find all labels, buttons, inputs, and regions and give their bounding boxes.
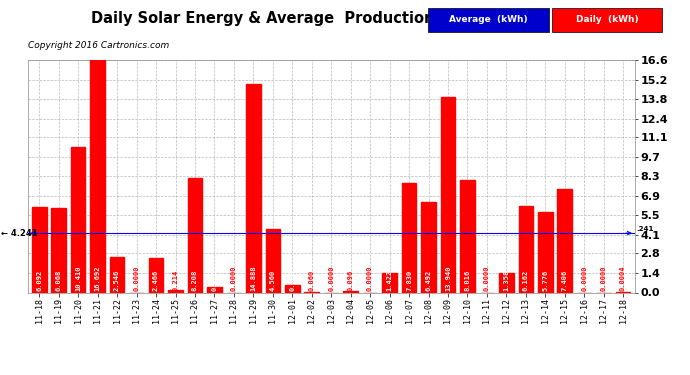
Bar — [382, 273, 397, 292]
Text: 6.492: 6.492 — [426, 270, 431, 291]
Text: 0.0000: 0.0000 — [134, 266, 139, 291]
Text: 0.0000: 0.0000 — [231, 266, 237, 291]
Bar — [110, 257, 124, 292]
Bar — [518, 206, 533, 292]
Bar — [499, 273, 513, 292]
Text: 2.466: 2.466 — [153, 270, 159, 291]
Bar — [538, 211, 553, 292]
Text: ← 4.241: ← 4.241 — [1, 229, 38, 238]
Text: 1.422: 1.422 — [386, 270, 393, 291]
Text: 0.214: 0.214 — [172, 270, 179, 291]
Bar — [188, 177, 202, 292]
Bar — [266, 229, 280, 292]
Text: 0.416: 0.416 — [211, 270, 217, 291]
Bar — [441, 97, 455, 292]
Text: 1.358: 1.358 — [503, 270, 509, 291]
Text: 6.068: 6.068 — [56, 270, 61, 291]
Bar — [421, 202, 436, 292]
Text: 10.410: 10.410 — [75, 266, 81, 291]
Text: 16.692: 16.692 — [95, 266, 101, 291]
Bar — [246, 84, 261, 292]
Bar — [168, 290, 183, 292]
Bar — [460, 180, 475, 292]
Text: 0.0000: 0.0000 — [601, 266, 607, 291]
Text: 0.0000: 0.0000 — [367, 266, 373, 291]
Text: 0.060: 0.060 — [308, 270, 315, 291]
Bar — [52, 207, 66, 292]
Bar — [32, 207, 46, 292]
Text: 2.546: 2.546 — [114, 270, 120, 291]
Bar — [71, 147, 86, 292]
Text: 0.0000: 0.0000 — [484, 266, 490, 291]
Text: 4.560: 4.560 — [270, 270, 276, 291]
Text: 0.096: 0.096 — [348, 270, 354, 291]
Text: Copyright 2016 Cartronics.com: Copyright 2016 Cartronics.com — [28, 41, 169, 50]
Bar — [90, 59, 105, 292]
Text: Daily Solar Energy & Average  Production  Mon Dec 19  15:23: Daily Solar Energy & Average Production … — [92, 11, 598, 26]
Text: Average  (kWh): Average (kWh) — [449, 15, 528, 24]
Text: Daily  (kWh): Daily (kWh) — [576, 15, 638, 24]
Text: 6.162: 6.162 — [523, 270, 529, 291]
Text: 0.0000: 0.0000 — [328, 266, 334, 291]
Text: 8.208: 8.208 — [192, 270, 198, 291]
Text: 0.500: 0.500 — [289, 270, 295, 291]
Bar — [344, 291, 358, 292]
Bar — [285, 285, 299, 292]
Bar — [207, 286, 221, 292]
Text: 5.776: 5.776 — [542, 270, 549, 291]
Text: 14.888: 14.888 — [250, 266, 257, 291]
Text: 6.092: 6.092 — [37, 270, 42, 291]
Bar — [402, 183, 416, 292]
Text: 0.0004: 0.0004 — [620, 266, 626, 291]
Text: 0.0000: 0.0000 — [581, 266, 587, 291]
Text: 7.406: 7.406 — [562, 270, 568, 291]
Text: 7.830: 7.830 — [406, 270, 412, 291]
Text: 8.016: 8.016 — [464, 270, 471, 291]
Text: .241: .241 — [635, 226, 653, 232]
Bar — [149, 258, 164, 292]
Text: 13.940: 13.940 — [445, 266, 451, 291]
Bar — [558, 189, 572, 292]
